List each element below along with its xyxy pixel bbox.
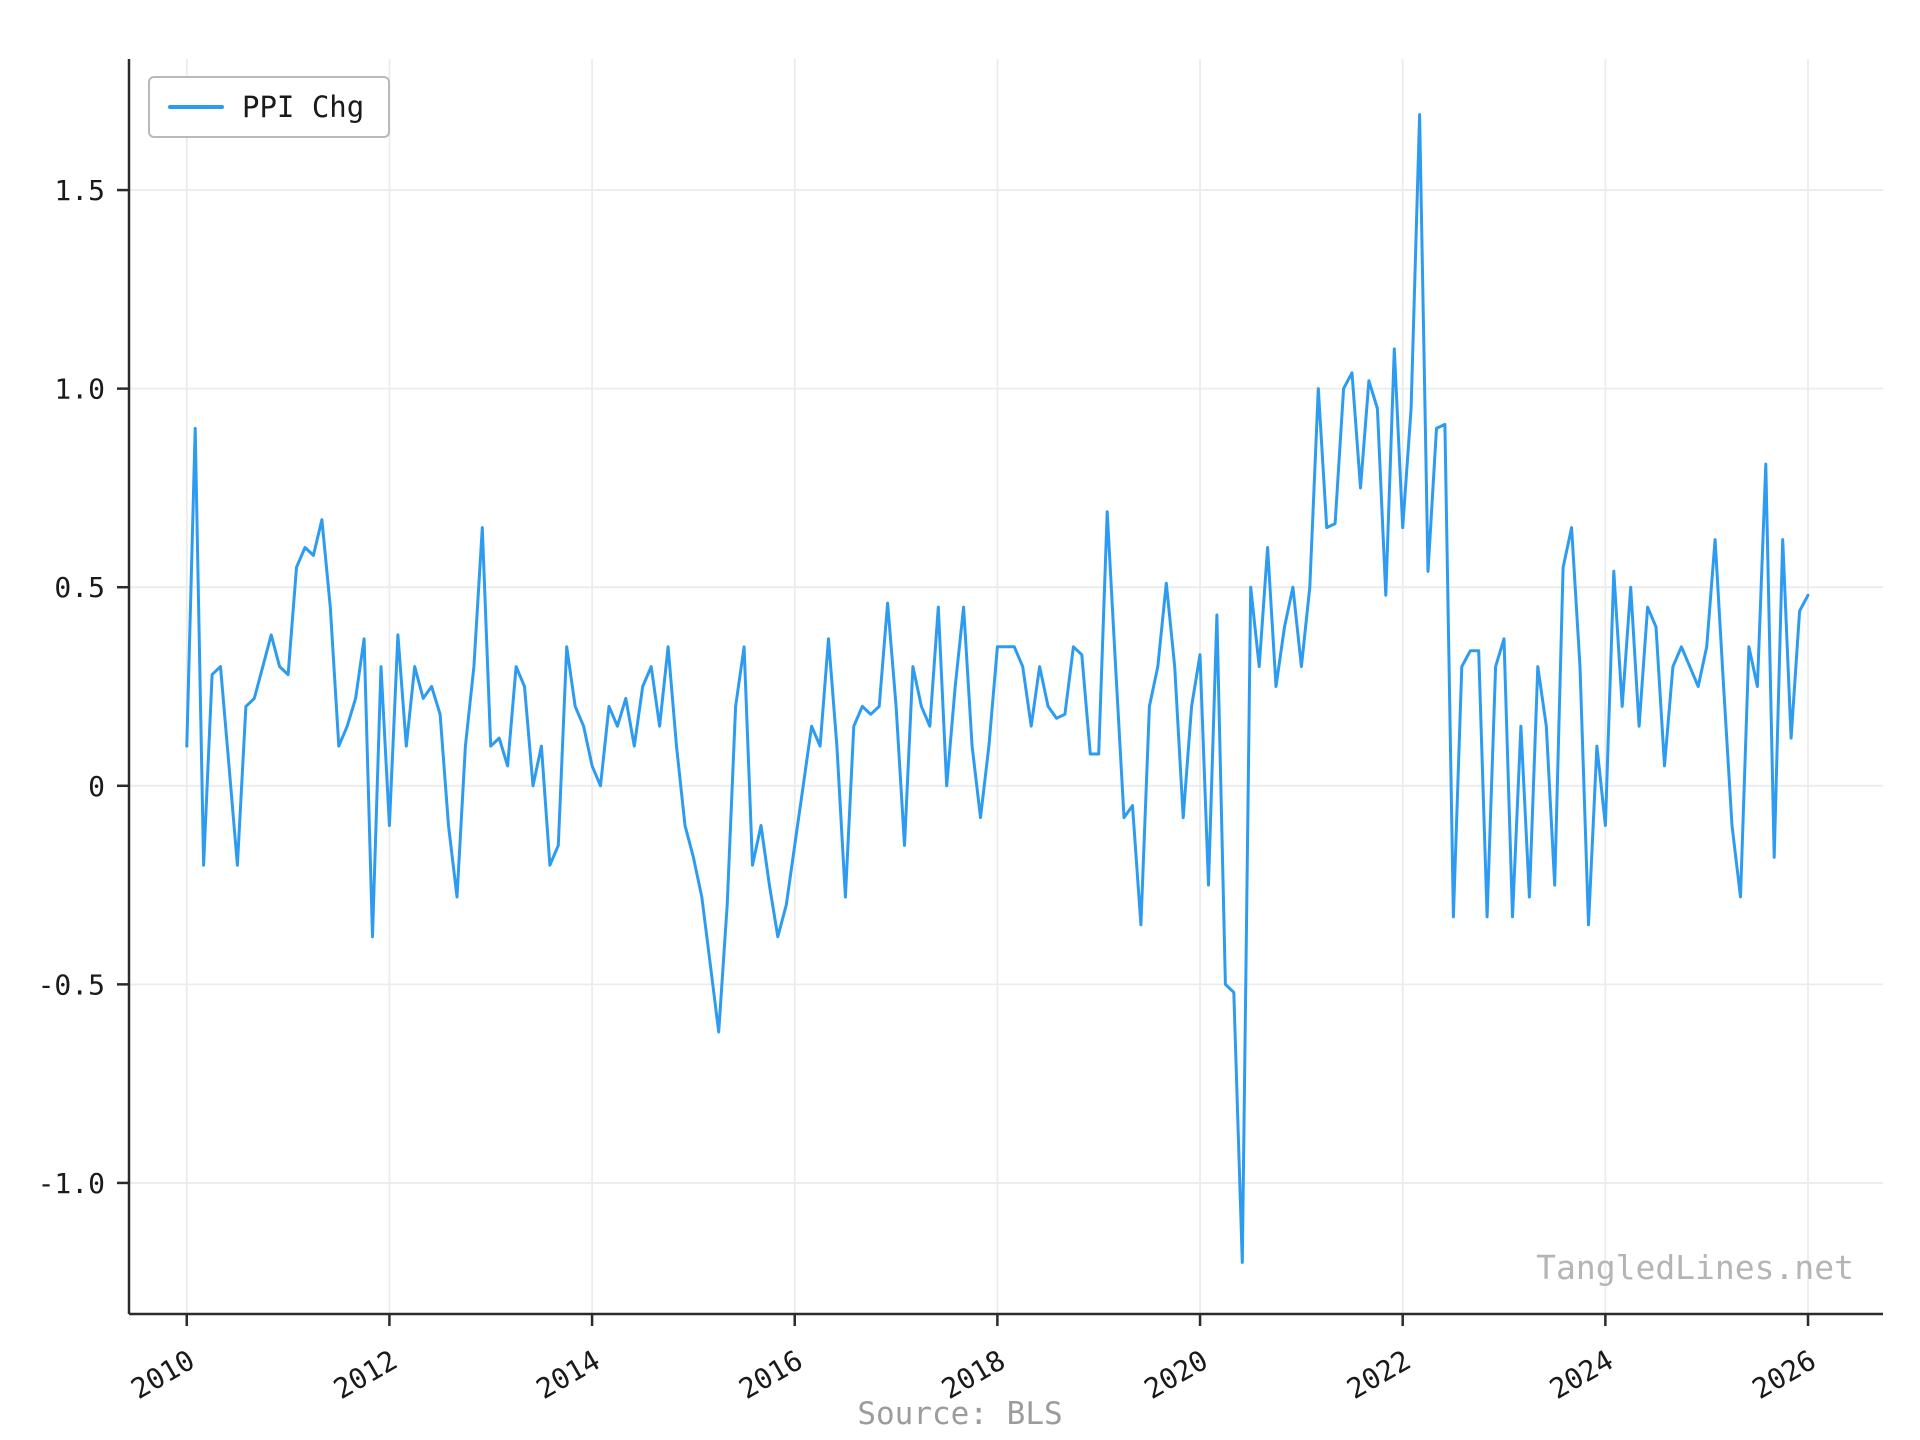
y-tick-label: 0 xyxy=(88,770,105,803)
series-line-ppi-chg xyxy=(185,113,1810,1264)
y-tick-label: 1.5 xyxy=(54,174,105,207)
y-tick-label: -0.5 xyxy=(38,968,105,1001)
source-caption: Source: BLS xyxy=(857,1396,1063,1432)
watermark: TangledLines.net xyxy=(1536,1248,1854,1287)
legend-label: PPI Chg xyxy=(242,90,365,124)
y-tick-label: 0.5 xyxy=(54,571,105,604)
legend-line-sample xyxy=(168,105,224,109)
y-tick-label: -1.0 xyxy=(38,1167,105,1200)
legend: PPI Chg xyxy=(148,76,391,138)
y-tick-label: 1.0 xyxy=(54,373,105,406)
